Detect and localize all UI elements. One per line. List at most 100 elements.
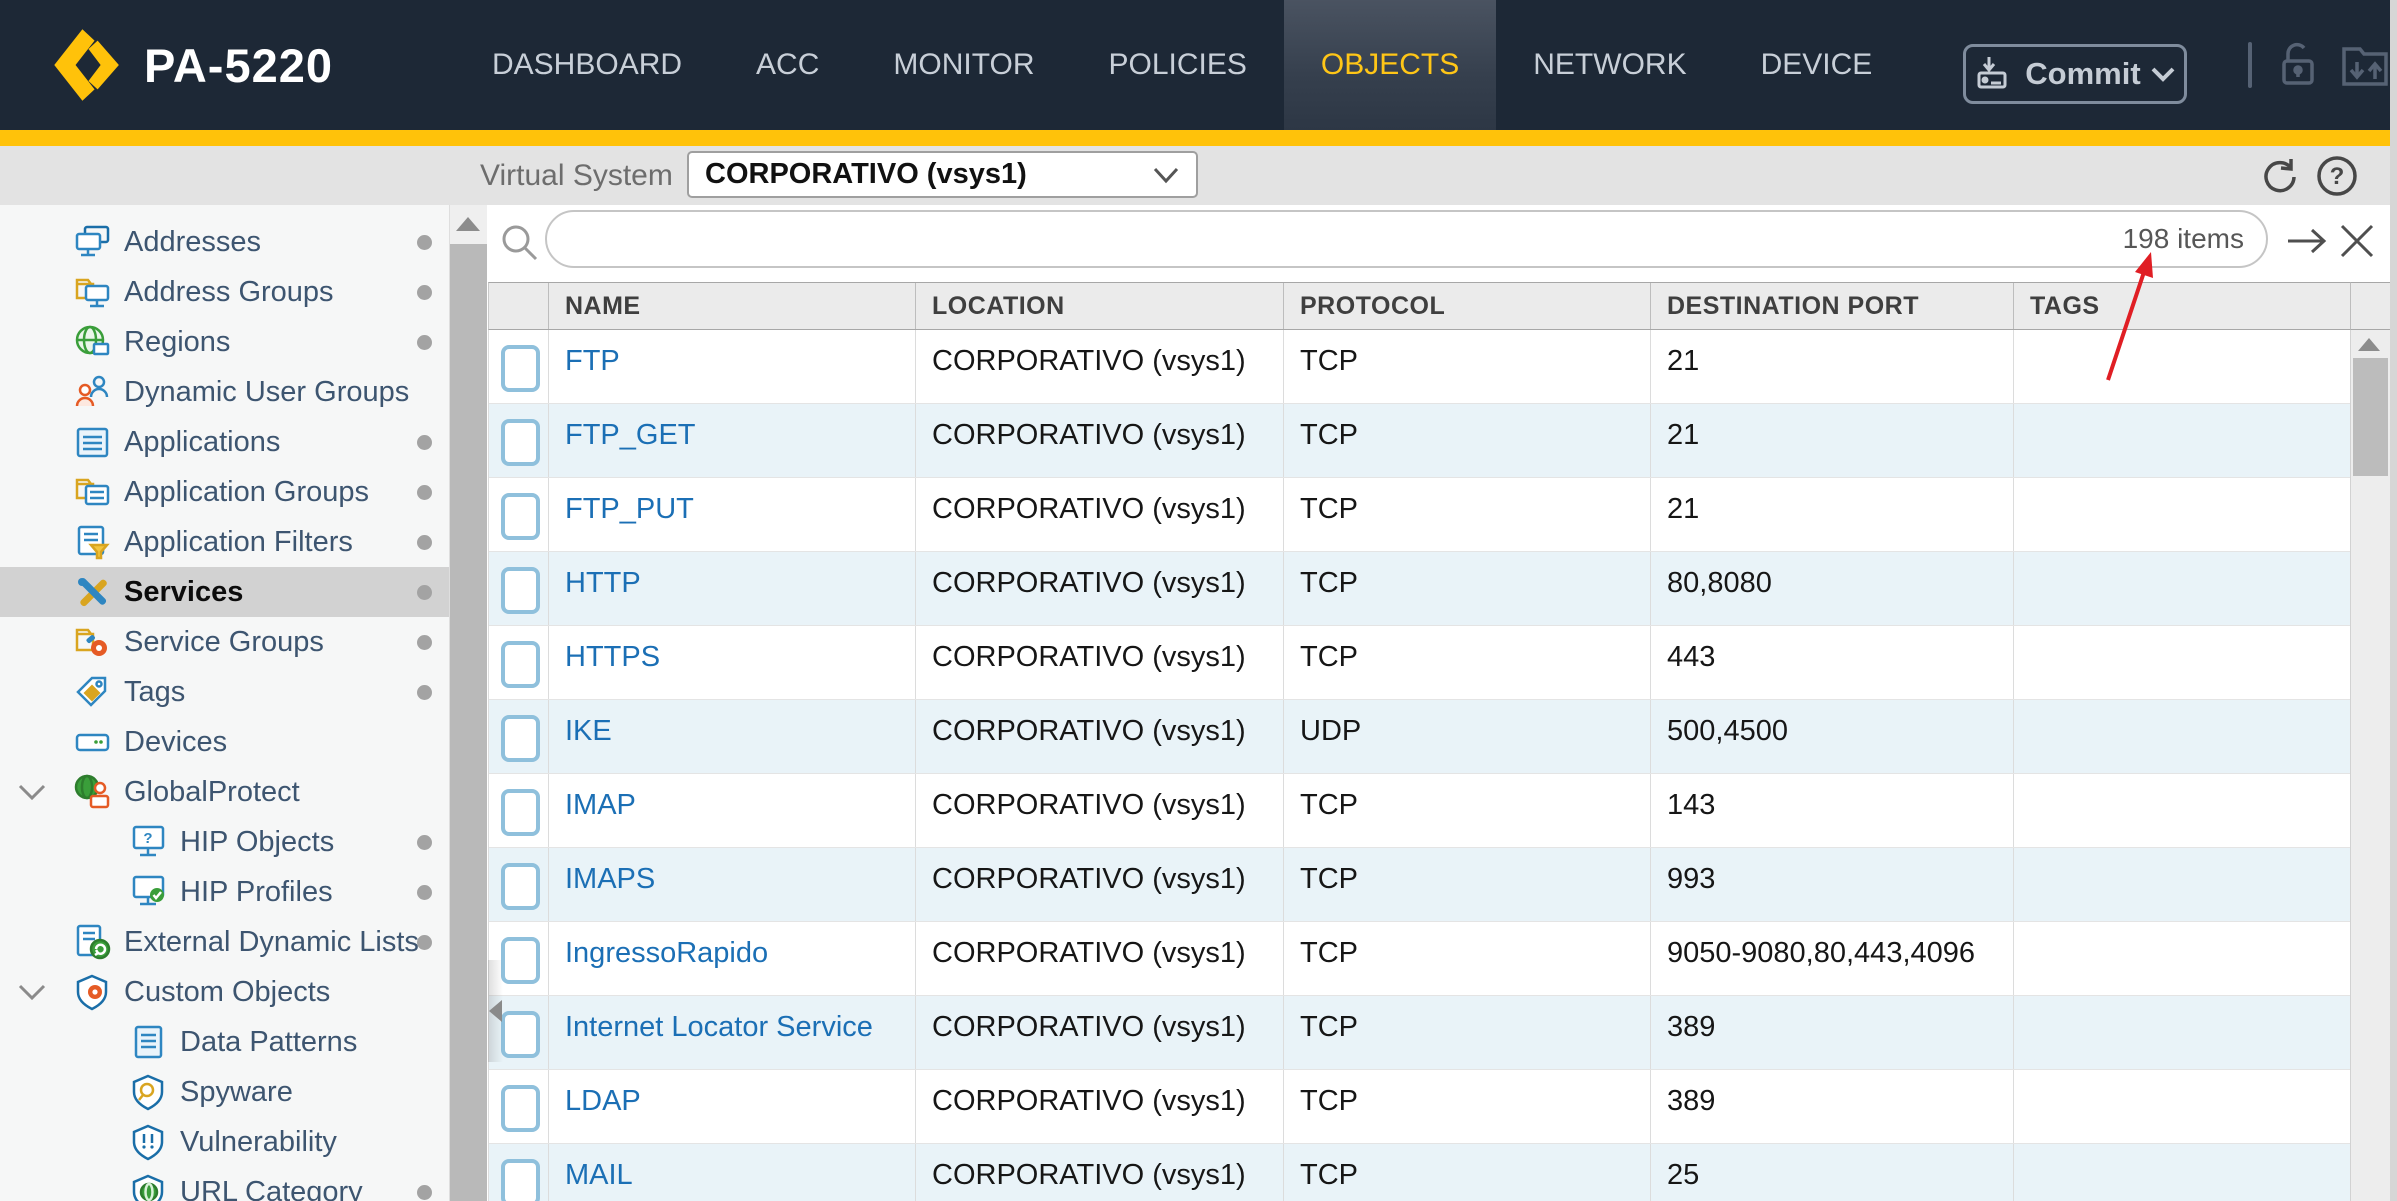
service-name-link[interactable]: IKE (565, 715, 612, 747)
service-name-link[interactable]: IMAP (565, 789, 636, 821)
virtual-system-select[interactable]: CORPORATIVO (vsys1) (687, 151, 1198, 198)
sidebar-item-custom-objects[interactable]: Custom Objects (0, 967, 449, 1017)
commit-button[interactable]: Commit (1963, 44, 2187, 104)
tab-device[interactable]: DEVICE (1760, 48, 1873, 81)
sidebar-item-services[interactable]: Services (0, 567, 449, 617)
sidebar-item-data-patterns[interactable]: Data Patterns (0, 1017, 449, 1067)
row-checkbox[interactable] (501, 937, 540, 984)
chevron-down-icon[interactable] (17, 781, 47, 803)
tags-icon (74, 674, 111, 711)
protocol-cell: TCP (1284, 478, 1651, 551)
hip-profiles-icon (130, 874, 167, 911)
config-transfer-icon[interactable] (2340, 39, 2394, 91)
tab-acc[interactable]: ACC (756, 48, 820, 81)
tab-dashboard[interactable]: DASHBOARD (492, 48, 683, 81)
tab-objects[interactable]: OBJECTS (1283, 0, 1497, 130)
service-name-link[interactable]: FTP (565, 345, 620, 377)
chevron-down-icon[interactable] (17, 981, 47, 1003)
tab-policies[interactable]: POLICIES (1108, 48, 1247, 81)
row-checkbox[interactable] (501, 1085, 540, 1132)
tab-monitor[interactable]: MONITOR (893, 48, 1035, 81)
service-name-link[interactable]: HTTP (565, 567, 641, 599)
sidebar-item-tags[interactable]: Tags (0, 667, 449, 717)
row-checkbox[interactable] (501, 1159, 540, 1201)
sidebar-scrollbar[interactable] (449, 205, 487, 1201)
service-name-link[interactable]: FTP_PUT (565, 493, 694, 525)
table-row: HTTP CORPORATIVO (vsys1) TCP 80,8080 (489, 552, 2350, 626)
service-name-link[interactable]: Internet Locator Service (565, 1011, 873, 1043)
row-checkbox[interactable] (501, 419, 540, 466)
data-patterns-icon (130, 1024, 167, 1061)
row-checkbox[interactable] (501, 567, 540, 614)
location-cell: CORPORATIVO (vsys1) (916, 700, 1284, 773)
row-checkbox[interactable] (501, 789, 540, 836)
service-name-link[interactable]: HTTPS (565, 641, 661, 673)
column-header-location[interactable]: LOCATION (916, 283, 1284, 329)
sidebar-item-addresses[interactable]: Addresses (0, 217, 449, 267)
sidebar-item-external-dynamic-lists[interactable]: External Dynamic Lists (0, 917, 449, 967)
sidebar-item-application-filters[interactable]: Application Filters (0, 517, 449, 567)
sidebar-item-regions[interactable]: Regions (0, 317, 449, 367)
scroll-up-arrow[interactable] (456, 217, 480, 231)
refresh-icon[interactable] (2258, 155, 2300, 197)
unlock-icon[interactable] (2272, 39, 2320, 91)
table-scrollbar[interactable] (2350, 330, 2390, 1201)
sidebar-collapse-handle[interactable] (488, 960, 503, 1062)
apply-filter-arrow-icon[interactable] (2285, 221, 2329, 261)
protocol-cell: TCP (1284, 404, 1651, 477)
column-header-destination-port[interactable]: DESTINATION PORT (1651, 283, 2014, 329)
svg-text:?: ? (143, 830, 152, 847)
sidebar-item-vulnerability[interactable]: Vulnerability (0, 1117, 449, 1167)
sidebar-item-address-groups[interactable]: Address Groups (0, 267, 449, 317)
row-checkbox[interactable] (501, 715, 540, 762)
sidebar-item-label: GlobalProtect (124, 775, 300, 808)
location-cell: CORPORATIVO (vsys1) (916, 996, 1284, 1069)
sidebar-item-devices[interactable]: Devices (0, 717, 449, 767)
sidebar-item-label: Address Groups (124, 275, 334, 308)
column-header-checkbox[interactable] (489, 283, 549, 329)
service-name-link[interactable]: MAIL (565, 1159, 633, 1191)
checkbox-cell (489, 478, 549, 551)
table-row: MAIL CORPORATIVO (vsys1) TCP 25 (489, 1144, 2350, 1201)
sidebar-item-service-groups[interactable]: Service Groups (0, 617, 449, 667)
scroll-up-arrow[interactable] (2358, 338, 2380, 351)
status-dot (417, 835, 432, 850)
clear-filter-close-icon[interactable] (2337, 221, 2377, 261)
row-checkbox[interactable] (501, 345, 540, 392)
applications-icon (74, 424, 111, 461)
row-checkbox[interactable] (501, 493, 540, 540)
service-name-link[interactable]: IMAPS (565, 863, 656, 895)
service-name-link[interactable]: FTP_GET (565, 419, 696, 451)
service-name-link[interactable]: LDAP (565, 1085, 641, 1117)
row-checkbox[interactable] (501, 641, 540, 688)
row-checkbox[interactable] (501, 863, 540, 910)
sidebar-item-application-groups[interactable]: Application Groups (0, 467, 449, 517)
sidebar-item-globalprotect[interactable]: GlobalProtect (0, 767, 449, 817)
column-header-name[interactable]: NAME (549, 283, 916, 329)
destination-port-cell: 21 (1651, 478, 2014, 551)
brand-logo: PA-5220 (52, 0, 333, 130)
table-scrollbar-thumb[interactable] (2353, 358, 2388, 476)
search-input[interactable] (569, 222, 2123, 256)
sidebar-item-label: Devices (124, 725, 228, 758)
name-cell: HTTP (549, 552, 916, 625)
help-icon[interactable]: ? (2316, 155, 2358, 197)
column-header-tags[interactable]: TAGS (2014, 283, 2351, 329)
sidebar-item-url-category[interactable]: URL Category (0, 1167, 449, 1201)
sidebar-item-applications[interactable]: Applications (0, 417, 449, 467)
column-header-protocol[interactable]: PROTOCOL (1284, 283, 1651, 329)
tags-cell (2014, 552, 2350, 625)
sidebar-item-spyware[interactable]: Spyware (0, 1067, 449, 1117)
sidebar-item-label: HIP Profiles (180, 875, 333, 908)
service-name-link[interactable]: IngressoRapido (565, 937, 769, 969)
sidebar-item-label: Services (124, 575, 244, 608)
tab-network[interactable]: NETWORK (1533, 48, 1687, 81)
row-checkbox[interactable] (501, 1011, 540, 1058)
table-row: FTP_PUT CORPORATIVO (vsys1) TCP 21 (489, 478, 2350, 552)
sidebar-item-hip-objects[interactable]: ? HIP Objects (0, 817, 449, 867)
sidebar-scrollbar-thumb[interactable] (450, 244, 487, 1201)
sidebar-item-hip-profiles[interactable]: HIP Profiles (0, 867, 449, 917)
accent-bar (0, 130, 2397, 146)
sidebar-item-dynamic-user-groups[interactable]: Dynamic User Groups (0, 367, 449, 417)
checkbox-cell (489, 774, 549, 847)
